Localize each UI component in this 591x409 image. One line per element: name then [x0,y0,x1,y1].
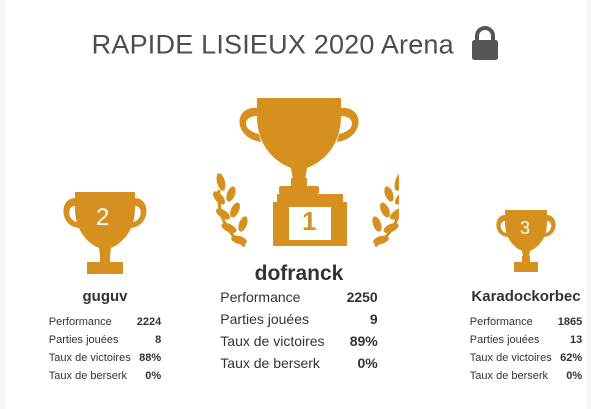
stat-value: 0% [357,355,378,371]
stat-row: Performance 1865 [470,313,582,331]
podium-first: 1 dofranck Performance 2250 Parties joué… [213,94,407,374]
stat-value: 88% [139,351,162,364]
first-stats: Performance 2250 Parties jouées 9 Taux d… [220,286,377,374]
stat-row: Parties jouées 8 [49,331,161,349]
rank-number: 1 [302,206,317,236]
stat-value: 9 [369,311,378,327]
second-trophy: 2 [57,186,153,280]
stat-value: 1865 [557,315,583,328]
stat-row: Parties jouées 13 [470,331,582,349]
stat-label: Taux de victoires [469,351,552,364]
first-trophy: 1 [199,94,407,254]
stat-label: Performance [469,315,533,328]
stat-value: 0% [145,369,162,382]
stat-value: 13 [569,333,583,346]
stat-label: Taux de berserk [469,369,549,382]
stat-label: Taux de berserk [48,369,128,382]
player-name[interactable]: Karadockorbec [471,288,581,305]
stat-row: Taux de victoires 62% [470,349,582,367]
stat-row: Taux de berserk 0% [49,367,161,385]
rank-number: 3 [520,218,531,238]
third-trophy: 3 [493,206,559,278]
winner-name[interactable]: dofranck [254,262,344,285]
stat-label: Parties jouées [48,333,119,346]
stat-row: Taux de victoires 88% [49,349,161,367]
stat-row: Performance 2250 [220,286,377,308]
second-stats: Performance 2224 Parties jouées 8 Taux d… [49,313,161,385]
trophy-icon [63,192,147,274]
stat-row: Performance 2224 [49,313,161,331]
lock-icon [472,26,499,60]
tournament-title: RAPIDE LISIEUX 2020 Arena [91,29,454,60]
rank-number: 2 [96,204,110,231]
stat-label: Performance [48,315,112,328]
tournament-header: RAPIDE LISIEUX 2020 Arena [6,26,586,62]
stat-row: Taux de victoires 89% [220,330,377,352]
stat-label: Taux de berserk [220,355,320,371]
stat-value: 62% [560,351,583,364]
stat-value: 2224 [136,315,162,328]
stat-label: Performance [220,289,301,305]
stat-label: Taux de victoires [220,333,325,349]
player-name[interactable]: guguv [82,288,128,305]
stat-row: Taux de berserk 0% [470,367,582,385]
stat-value: 8 [155,333,162,346]
stat-row: Taux de berserk 0% [220,352,377,374]
stat-label: Parties jouées [469,333,540,346]
trophy-icon [496,210,556,272]
stat-value: 89% [349,333,378,349]
third-stats: Performance 1865 Parties jouées 13 Taux … [470,313,582,385]
podium-card: RAPIDE LISIEUX 2020 Arena [6,0,586,409]
stat-value: 2250 [346,289,378,305]
stat-label: Parties jouées [220,311,309,327]
stat-row: Parties jouées 9 [220,308,377,330]
stat-value: 0% [566,369,583,382]
trophy-laurel-icon [213,98,407,248]
podium-second: 2 guguv Performance 2224 Parties jouées … [40,186,170,385]
stat-label: Taux de victoires [48,351,131,364]
podium-third: 3 Karadockorbec Performance 1865 Parties… [456,206,591,385]
